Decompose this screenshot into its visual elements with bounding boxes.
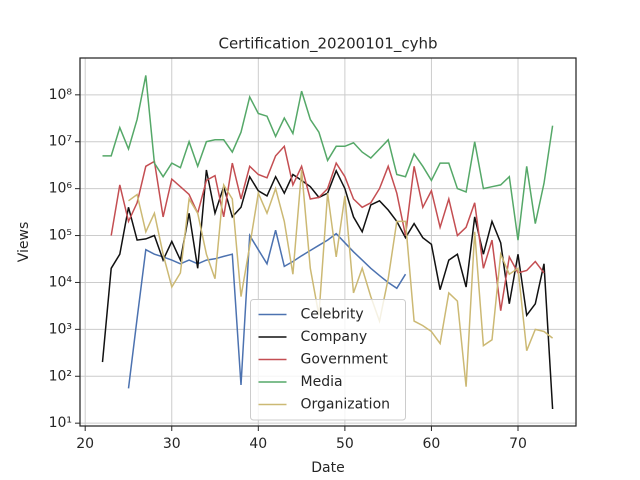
- series-line: [127, 230, 407, 389]
- legend-label: Celebrity: [301, 307, 364, 323]
- chart-title: Certification_20200101_cyhb: [218, 35, 437, 54]
- series-line: [102, 75, 554, 241]
- x-tick-label: 20: [76, 436, 94, 452]
- x-tick-label: 50: [336, 436, 354, 452]
- y-tick-label: 10³: [49, 321, 72, 337]
- y-tick-label: 10⁷: [49, 134, 72, 150]
- legend-label: Media: [301, 374, 343, 390]
- y-tick-label: 10⁸: [49, 87, 73, 103]
- legend-label: Company: [301, 329, 368, 345]
- series-line: [128, 169, 554, 387]
- y-tick-label: 10⁶: [49, 181, 73, 197]
- y-axis-label: Views: [16, 222, 32, 263]
- y-tick-label: 10⁵: [49, 228, 72, 244]
- plot-frame: [79, 57, 577, 427]
- y-tick-label: 10²: [49, 368, 72, 384]
- y-tick-label: 10¹: [49, 415, 72, 431]
- legend-label: Organization: [301, 397, 391, 413]
- x-axis-label: Date: [311, 460, 344, 476]
- y-tick-label: 10⁴: [49, 274, 73, 290]
- legend-label: Government: [301, 352, 389, 368]
- x-tick-label: 70: [509, 436, 527, 452]
- series-line: [110, 144, 545, 311]
- x-tick-label: 40: [249, 436, 267, 452]
- x-tick-label: 30: [163, 436, 181, 452]
- x-tick-label: 60: [423, 436, 441, 452]
- legend-box: [250, 299, 406, 421]
